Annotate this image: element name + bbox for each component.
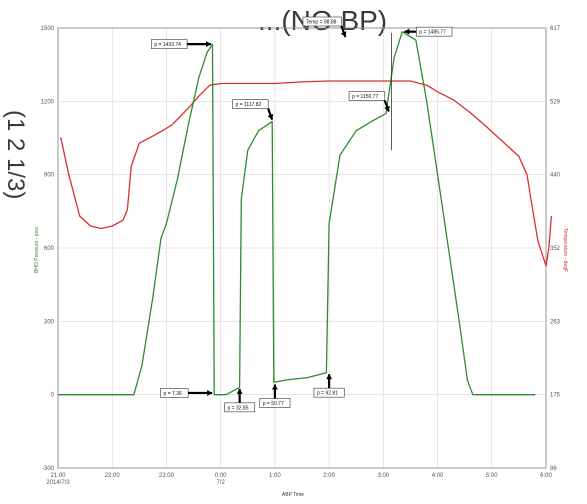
annotation-box (348, 91, 386, 101)
annotation-arrow-head (340, 31, 347, 37)
annotation-callout: p = 1485.77 (404, 26, 453, 37)
y-left-tick-label: -300 (42, 466, 55, 472)
x-tick-sublabel: 2014/7/3 (46, 480, 70, 486)
annotation-arrow-head (271, 384, 278, 390)
x-tick-label: 2:00 (323, 473, 335, 479)
annotation-label: Temp = 98.88 (306, 20, 337, 26)
annotation-label: p = 1433.74 (154, 42, 181, 48)
annotation-arrow-head (236, 388, 243, 394)
annotation-callout: p = 7.36 (160, 388, 213, 398)
x-tick-label: 22:00 (105, 473, 121, 479)
x-tick-label: 23:00 (159, 473, 175, 479)
x-tick-label: 4:00 (432, 473, 444, 479)
pressure-series-line (58, 31, 536, 396)
x-tick-label: 1:00 (269, 473, 281, 479)
annotation-callout: Temp = 98.88 (302, 16, 347, 38)
series-layer (58, 31, 553, 396)
annotation-callout: p = 1117.82 (232, 99, 274, 120)
annotation-box (232, 99, 269, 109)
y-left-tick-label: 1500 (41, 26, 55, 32)
y-left-tick-label: 600 (44, 246, 55, 252)
y-right-tick-label: 529 (550, 99, 561, 105)
annotation-arrow-head (206, 41, 212, 48)
annotation-label: p = 7.36 (164, 391, 182, 397)
y-right-tick-label: 617 (550, 26, 561, 32)
annotation-label: p = 50.77 (263, 401, 284, 407)
x-tick-label: 3:00 (377, 473, 389, 479)
annotation-arrow-head (326, 374, 333, 380)
annotation-callout: p = 92.81 (313, 374, 345, 398)
x-axis-title: ABP Time (282, 492, 304, 498)
y-axis-left-title: BHO Pressure - psia (34, 227, 40, 273)
y-axis-right-title: Temperature - degF (562, 228, 568, 272)
annotation-label: p = 1117.82 (235, 102, 261, 108)
annotation-label: p = 92.81 (317, 391, 338, 397)
y-right-tick-label: 263 (550, 319, 561, 325)
annotation-callout: p = 50.77 (259, 384, 291, 408)
x-tick-label: 5:00 (486, 473, 498, 479)
annotation-label: p = 1485.77 (419, 30, 446, 36)
x-tick-label: 0:00 (215, 473, 227, 479)
y-right-tick-label: 352 (550, 246, 561, 252)
y-left-tick-label: 1200 (41, 99, 55, 105)
annotation-label: p = 1150.77 (352, 94, 378, 100)
y-right-tick-label: 86 (550, 466, 557, 472)
annotation-label: p = 32.85 (227, 405, 248, 411)
annotation-arrow-head (384, 105, 390, 112)
x-tick-label: 21:00 (50, 473, 66, 479)
annotation-arrow-head (404, 28, 410, 35)
y-left-tick-label: 300 (44, 319, 55, 325)
y-right-tick-label: 440 (550, 173, 561, 179)
annotation-callout: p = 1433.74 (151, 39, 212, 49)
y-left-tick-label: 0 (51, 393, 55, 399)
annotation-arrow-head (267, 113, 274, 120)
grid-layer (57, 27, 547, 469)
annotation-callout: p = 1150.77 (348, 91, 390, 112)
side-fragment-text: (1 2 1/3) (2, 110, 29, 199)
annotation-box (151, 39, 188, 49)
x-tick-label: 6:00 (540, 473, 552, 479)
temperature-series-line (60, 80, 553, 267)
annotation-box (302, 16, 342, 27)
annotation-callout: p = 32.85 (224, 388, 256, 413)
y-right-tick-label: 175 (550, 393, 561, 399)
annotation-arrow-head (207, 389, 213, 396)
annotation-layer: p = 1433.74 Temp = 98.88 p = 1485.77 p = 11… (151, 16, 453, 413)
y-left-tick-label: 900 (44, 173, 55, 179)
x-tick-sublabel: 7/2 (216, 480, 225, 486)
